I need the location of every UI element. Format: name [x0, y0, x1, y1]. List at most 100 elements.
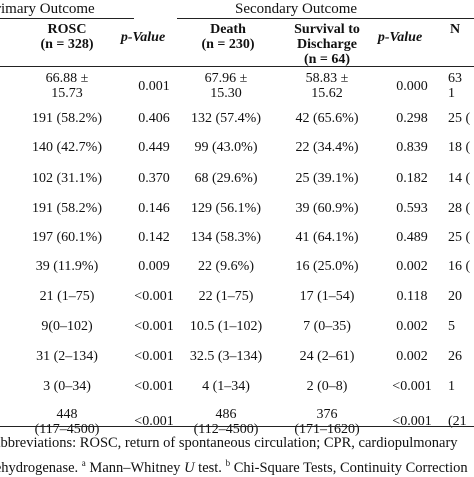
- cell-line: 39 (60.9%): [295, 201, 359, 216]
- cell-pvalue-primary: <0.001: [134, 281, 174, 311]
- cell-death: 134 (58.3%): [174, 223, 278, 252]
- table-row: 191 (58.2%) 0.406 132 (57.4%) 42 (65.6%) 0.2…: [0, 104, 474, 133]
- cell-pvalue-secondary: 0.839: [376, 133, 448, 162]
- cell-line: 197 (60.1%): [32, 230, 102, 245]
- cell-line: 22 (34.4%): [295, 140, 359, 155]
- cell-pvalue-secondary: 0.002: [376, 311, 448, 341]
- cell-line: 134 (58.3%): [191, 230, 261, 245]
- col-header-survival-line2: Discharge: [297, 37, 357, 52]
- cell-line: 67.96 ±: [204, 71, 248, 86]
- table-row: 140 (42.7%) 0.449 99 (43.0%) 22 (34.4%) 0.83…: [0, 133, 474, 162]
- table-bottom-rule: [0, 426, 474, 427]
- cell-partial: (21: [448, 401, 474, 442]
- cell-death: 4 (1–34): [174, 371, 278, 401]
- col-header-survival: Survival to Discharge (n = 64): [278, 22, 376, 67]
- cell-pvalue-secondary: 0.002: [376, 252, 448, 281]
- primary-outcome-group-header: rimary Outcome: [0, 1, 95, 17]
- cell-line: 0.182: [396, 170, 428, 186]
- cell-line: <0.001: [134, 378, 174, 394]
- cell-line: 25 (: [448, 111, 471, 126]
- cell-partial: 28 (: [448, 194, 474, 223]
- cell-line: 42 (65.6%): [295, 111, 359, 126]
- cell-line: (112–4500): [193, 421, 259, 437]
- cell-line: 15.30: [210, 86, 242, 101]
- cell-rosc: 140 (42.7%): [0, 133, 134, 162]
- cell-survival: 42 (65.6%): [278, 104, 376, 133]
- cell-rosc: 191 (58.2%): [0, 194, 134, 223]
- cell-line: 66.88 ±: [45, 71, 89, 86]
- cell-line: 14 (: [448, 170, 471, 186]
- cell-line: 0.593: [396, 201, 428, 216]
- col-header-rosc: ROSC (n = 328): [14, 22, 120, 52]
- cell-rosc: 31 (2–134): [0, 341, 134, 371]
- cell-line: 20: [448, 288, 462, 304]
- cell-partial: 14 (: [448, 162, 474, 194]
- cell-line: 28 (: [448, 201, 471, 216]
- secondary-group-rule: [177, 18, 474, 19]
- cell-line: 39 (11.9%): [35, 259, 99, 274]
- cell-line: 0.009: [138, 259, 170, 274]
- cell-survival: 41 (64.1%): [278, 223, 376, 252]
- cell-line: 0.298: [396, 111, 428, 126]
- cell-line: 3 (0–34): [43, 378, 91, 394]
- cell-line: <0.001: [134, 288, 174, 304]
- footnote-u: U: [184, 459, 195, 476]
- table-row: 197 (60.1%) 0.142 134 (58.3%) 41 (64.1%) 0.4…: [0, 223, 474, 252]
- cell-line: 129 (56.1%): [191, 201, 261, 216]
- table-row: 31 (2–134) <0.001 32.5 (3–134) 24 (2–61) 0.0…: [0, 341, 474, 371]
- cell-pvalue-secondary: <0.001: [376, 371, 448, 401]
- table-row: 9(0–102) <0.001 10.5 (1–102) 7 (0–35) 0.002 5: [0, 311, 474, 341]
- col-header-death-n: (n = 230): [201, 37, 255, 52]
- col-header-partial: N: [450, 22, 474, 37]
- cell-line: 0.002: [396, 259, 428, 274]
- cell-line: 24 (2–61): [299, 348, 355, 364]
- cell-pvalue-secondary: 0.182: [376, 162, 448, 194]
- col-header-pvalue-secondary: p-Value: [370, 30, 430, 45]
- cell-rosc: 197 (60.1%): [0, 223, 134, 252]
- cell-line: 486: [215, 406, 237, 422]
- cell-partial: 16 (: [448, 252, 474, 281]
- cell-line: 102 (31.1%): [32, 170, 102, 186]
- cell-line: <0.001: [134, 348, 174, 364]
- cell-line: 1: [448, 86, 455, 101]
- cell-line: 26: [448, 348, 462, 364]
- cell-survival: 16 (25.0%): [278, 252, 376, 281]
- cell-line: 25 (39.1%): [295, 170, 359, 186]
- col-header-pvalue-primary-label: p-Value: [120, 30, 166, 45]
- cell-line: (171–1620): [294, 421, 360, 437]
- cell-survival: 22 (34.4%): [278, 133, 376, 162]
- cell-line: 0.449: [138, 140, 170, 155]
- col-header-pvalue-primary: p-Value: [118, 30, 168, 45]
- col-header-rosc-n: (n = 328): [40, 37, 94, 52]
- cell-line: <0.001: [392, 414, 432, 429]
- cell-pvalue-primary: 0.142: [134, 223, 174, 252]
- cell-rosc: 448 (117–4500): [0, 401, 134, 442]
- footnote-line2-a: Iehydrogenase.: [0, 459, 79, 476]
- cell-rosc: 21 (1–75): [0, 281, 134, 311]
- cell-pvalue-primary: 0.146: [134, 194, 174, 223]
- cell-rosc: 66.88 ±15.73: [0, 68, 134, 104]
- footnote-line-2: Iehydrogenase. a Mann–Whitney U test. b …: [0, 454, 468, 477]
- cell-line: 2 (0–8): [306, 378, 348, 394]
- cell-pvalue-primary: 0.370: [134, 162, 174, 194]
- cell-partial: 25 (: [448, 223, 474, 252]
- cell-rosc: 191 (58.2%): [0, 104, 134, 133]
- cell-death: 486 (112–4500): [174, 401, 278, 442]
- cell-partial: 5: [448, 311, 474, 341]
- cell-line: 22 (1–75): [198, 288, 254, 304]
- cell-line: 15.73: [51, 86, 83, 101]
- cell-partial: 26: [448, 341, 474, 371]
- cell-survival: 2 (0–8): [278, 371, 376, 401]
- cell-line: 16 (25.0%): [295, 259, 359, 274]
- cell-line: 4 (1–34): [202, 378, 250, 394]
- primary-group-rule: [0, 18, 134, 19]
- cell-pvalue-primary: <0.001: [134, 341, 174, 371]
- cell-line: (21: [448, 414, 467, 429]
- footnote-line-1: Abbreviations: ROSC, return of spontaneo…: [0, 435, 458, 451]
- cell-pvalue-secondary: 0.000: [376, 68, 448, 104]
- cell-pvalue-primary: 0.449: [134, 133, 174, 162]
- cell-line: 191 (58.2%): [32, 111, 102, 126]
- cell-pvalue-secondary: 0.489: [376, 223, 448, 252]
- cell-survival: 17 (1–54): [278, 281, 376, 311]
- cell-line: 1: [448, 378, 455, 394]
